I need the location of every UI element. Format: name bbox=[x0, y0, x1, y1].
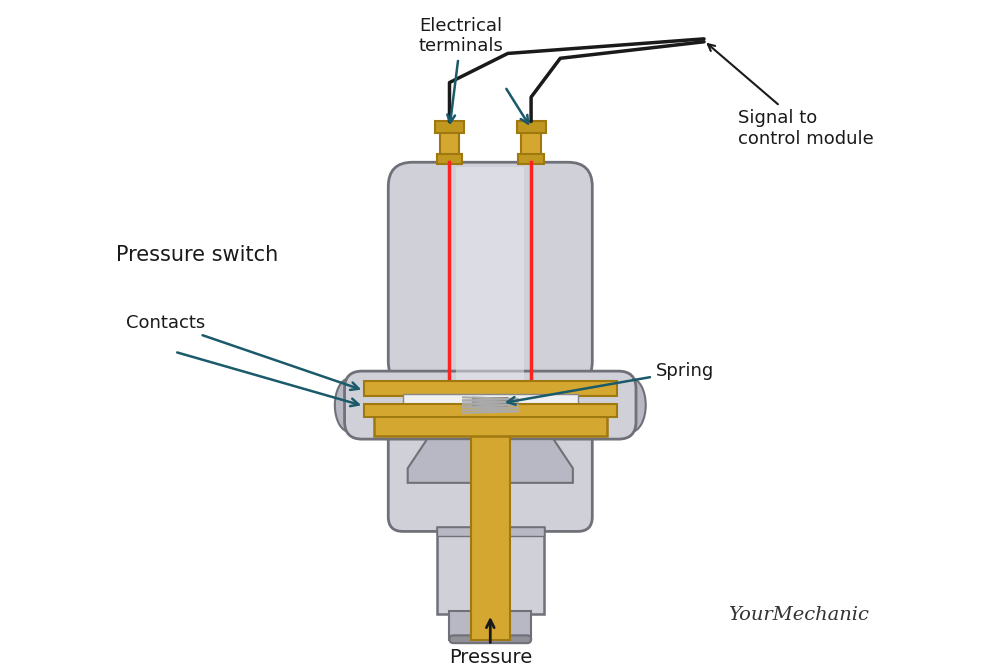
Ellipse shape bbox=[335, 378, 364, 432]
Text: YourMechanic: YourMechanic bbox=[728, 606, 869, 624]
FancyBboxPatch shape bbox=[449, 636, 531, 643]
Bar bbox=[437, 526, 544, 536]
Bar bbox=[437, 526, 544, 614]
Bar bbox=[518, 155, 544, 164]
Text: Contacts: Contacts bbox=[126, 313, 359, 390]
FancyBboxPatch shape bbox=[388, 162, 592, 386]
Text: Electrical
terminals: Electrical terminals bbox=[419, 17, 504, 123]
Bar bbox=[364, 404, 617, 417]
Bar bbox=[437, 155, 462, 164]
Ellipse shape bbox=[617, 378, 646, 432]
Text: Signal to
control module: Signal to control module bbox=[708, 44, 874, 147]
Bar bbox=[517, 121, 546, 133]
FancyBboxPatch shape bbox=[345, 371, 636, 439]
Bar bbox=[456, 167, 524, 381]
Bar bbox=[449, 611, 531, 640]
Bar bbox=[440, 128, 459, 162]
Bar bbox=[374, 415, 607, 436]
Text: Pressure: Pressure bbox=[449, 620, 532, 667]
Polygon shape bbox=[408, 439, 573, 483]
Bar bbox=[435, 121, 464, 133]
Bar bbox=[403, 394, 578, 406]
Bar bbox=[364, 381, 617, 396]
Text: Spring: Spring bbox=[507, 362, 714, 405]
Bar bbox=[471, 412, 510, 640]
Text: Pressure switch: Pressure switch bbox=[116, 245, 279, 265]
Bar bbox=[521, 128, 541, 162]
FancyBboxPatch shape bbox=[388, 425, 592, 532]
